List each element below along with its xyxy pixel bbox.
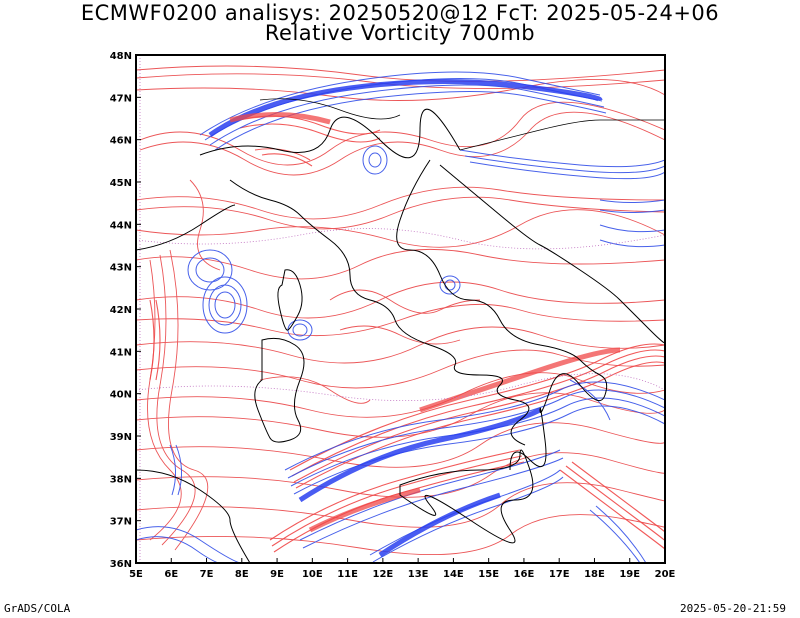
lat-tick-label: 41N [110,347,132,358]
lat-tick-label: 43N [110,263,132,274]
lon-tick-label: 5E [129,569,143,580]
lon-tick-label: 8E [235,569,249,580]
lat-tick-label: 45N [110,178,132,189]
map-subtitle: Relative Vorticity 700mb [264,21,536,45]
lat-tick-label: 39N [110,432,132,443]
coastlines [136,98,665,563]
lat-tick-label: 48N [110,51,132,62]
lon-tick-label: 19E [619,569,640,580]
footer-software-credit: GrADS/COLA [4,602,71,615]
lon-tick-label: 18E [584,569,605,580]
lat-tick-label: 37N [110,517,132,528]
lat-tick-label: 38N [110,474,132,485]
longitude-axis: 5E 6E 7E 8E 9E 10E 11E 12E 13E 14E 15E 16E 17E 18E 19E… [129,558,676,580]
lon-tick-label: 9E [270,569,284,580]
map-title: ECMWF0200 analisys: 20250520@12 FcT: 202… [80,1,720,25]
latitude-axis: 36N 37N 38N 39N 40N 41N 42N 43N 44N 45N 46N 47N 48N [110,51,141,570]
lat-tick-label: 44N [110,220,132,231]
strong-negative-bands [208,78,603,558]
lon-tick-label: 10E [302,569,323,580]
lon-tick-label: 7E [200,569,214,580]
lon-tick-label: 13E [408,569,429,580]
lat-tick-label: 47N [110,93,132,104]
lon-tick-label: 12E [372,569,393,580]
vorticity-field [136,55,665,563]
lon-tick-label: 14E [443,569,464,580]
lat-tick-label: 40N [110,390,132,401]
lon-tick-label: 20E [655,569,676,580]
lat-tick-label: 36N [110,559,132,570]
footer-timestamp: 2025-05-20-21:59 [680,602,786,615]
lon-tick-label: 17E [549,569,570,580]
lat-tick-label: 46N [110,136,132,147]
lon-tick-label: 15E [478,569,499,580]
lon-tick-label: 16E [514,569,535,580]
lat-tick-label: 42N [110,305,132,316]
lon-tick-label: 11E [337,569,358,580]
lon-tick-label: 6E [164,569,178,580]
